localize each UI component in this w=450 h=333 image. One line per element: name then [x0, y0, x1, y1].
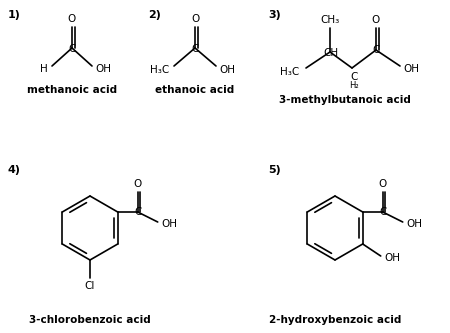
Text: O: O — [68, 14, 76, 24]
Text: methanoic acid: methanoic acid — [27, 85, 117, 95]
Text: C: C — [372, 45, 380, 55]
Text: 5): 5) — [268, 165, 281, 175]
Text: O: O — [134, 179, 142, 189]
Text: CH₃: CH₃ — [320, 15, 340, 25]
Text: H₃C: H₃C — [150, 65, 170, 75]
Text: OH: OH — [403, 64, 419, 74]
Text: O: O — [372, 15, 380, 25]
Text: 3): 3) — [268, 10, 281, 20]
Text: CH: CH — [324, 48, 338, 58]
Text: O: O — [191, 14, 199, 24]
Text: 4): 4) — [8, 165, 21, 175]
Text: H₂: H₂ — [349, 81, 359, 90]
Text: C: C — [379, 207, 387, 217]
Text: 1): 1) — [8, 10, 21, 20]
Text: C: C — [191, 44, 199, 54]
Text: 2-hydroxybenzoic acid: 2-hydroxybenzoic acid — [269, 315, 401, 325]
Text: 2): 2) — [148, 10, 161, 20]
Text: OH: OH — [407, 219, 423, 229]
Text: OH: OH — [385, 253, 400, 263]
Text: O: O — [378, 179, 387, 189]
Text: H: H — [40, 64, 48, 74]
Text: OH: OH — [219, 65, 235, 75]
Text: 3-methylbutanoic acid: 3-methylbutanoic acid — [279, 95, 411, 105]
Text: H₃C: H₃C — [280, 67, 300, 77]
Text: C: C — [350, 72, 358, 82]
Text: 3-chlorobenzoic acid: 3-chlorobenzoic acid — [29, 315, 151, 325]
Text: OH: OH — [162, 219, 178, 229]
Text: OH: OH — [95, 64, 111, 74]
Text: C: C — [134, 207, 141, 217]
Text: C: C — [68, 44, 76, 54]
Text: ethanoic acid: ethanoic acid — [155, 85, 234, 95]
Text: Cl: Cl — [85, 281, 95, 291]
